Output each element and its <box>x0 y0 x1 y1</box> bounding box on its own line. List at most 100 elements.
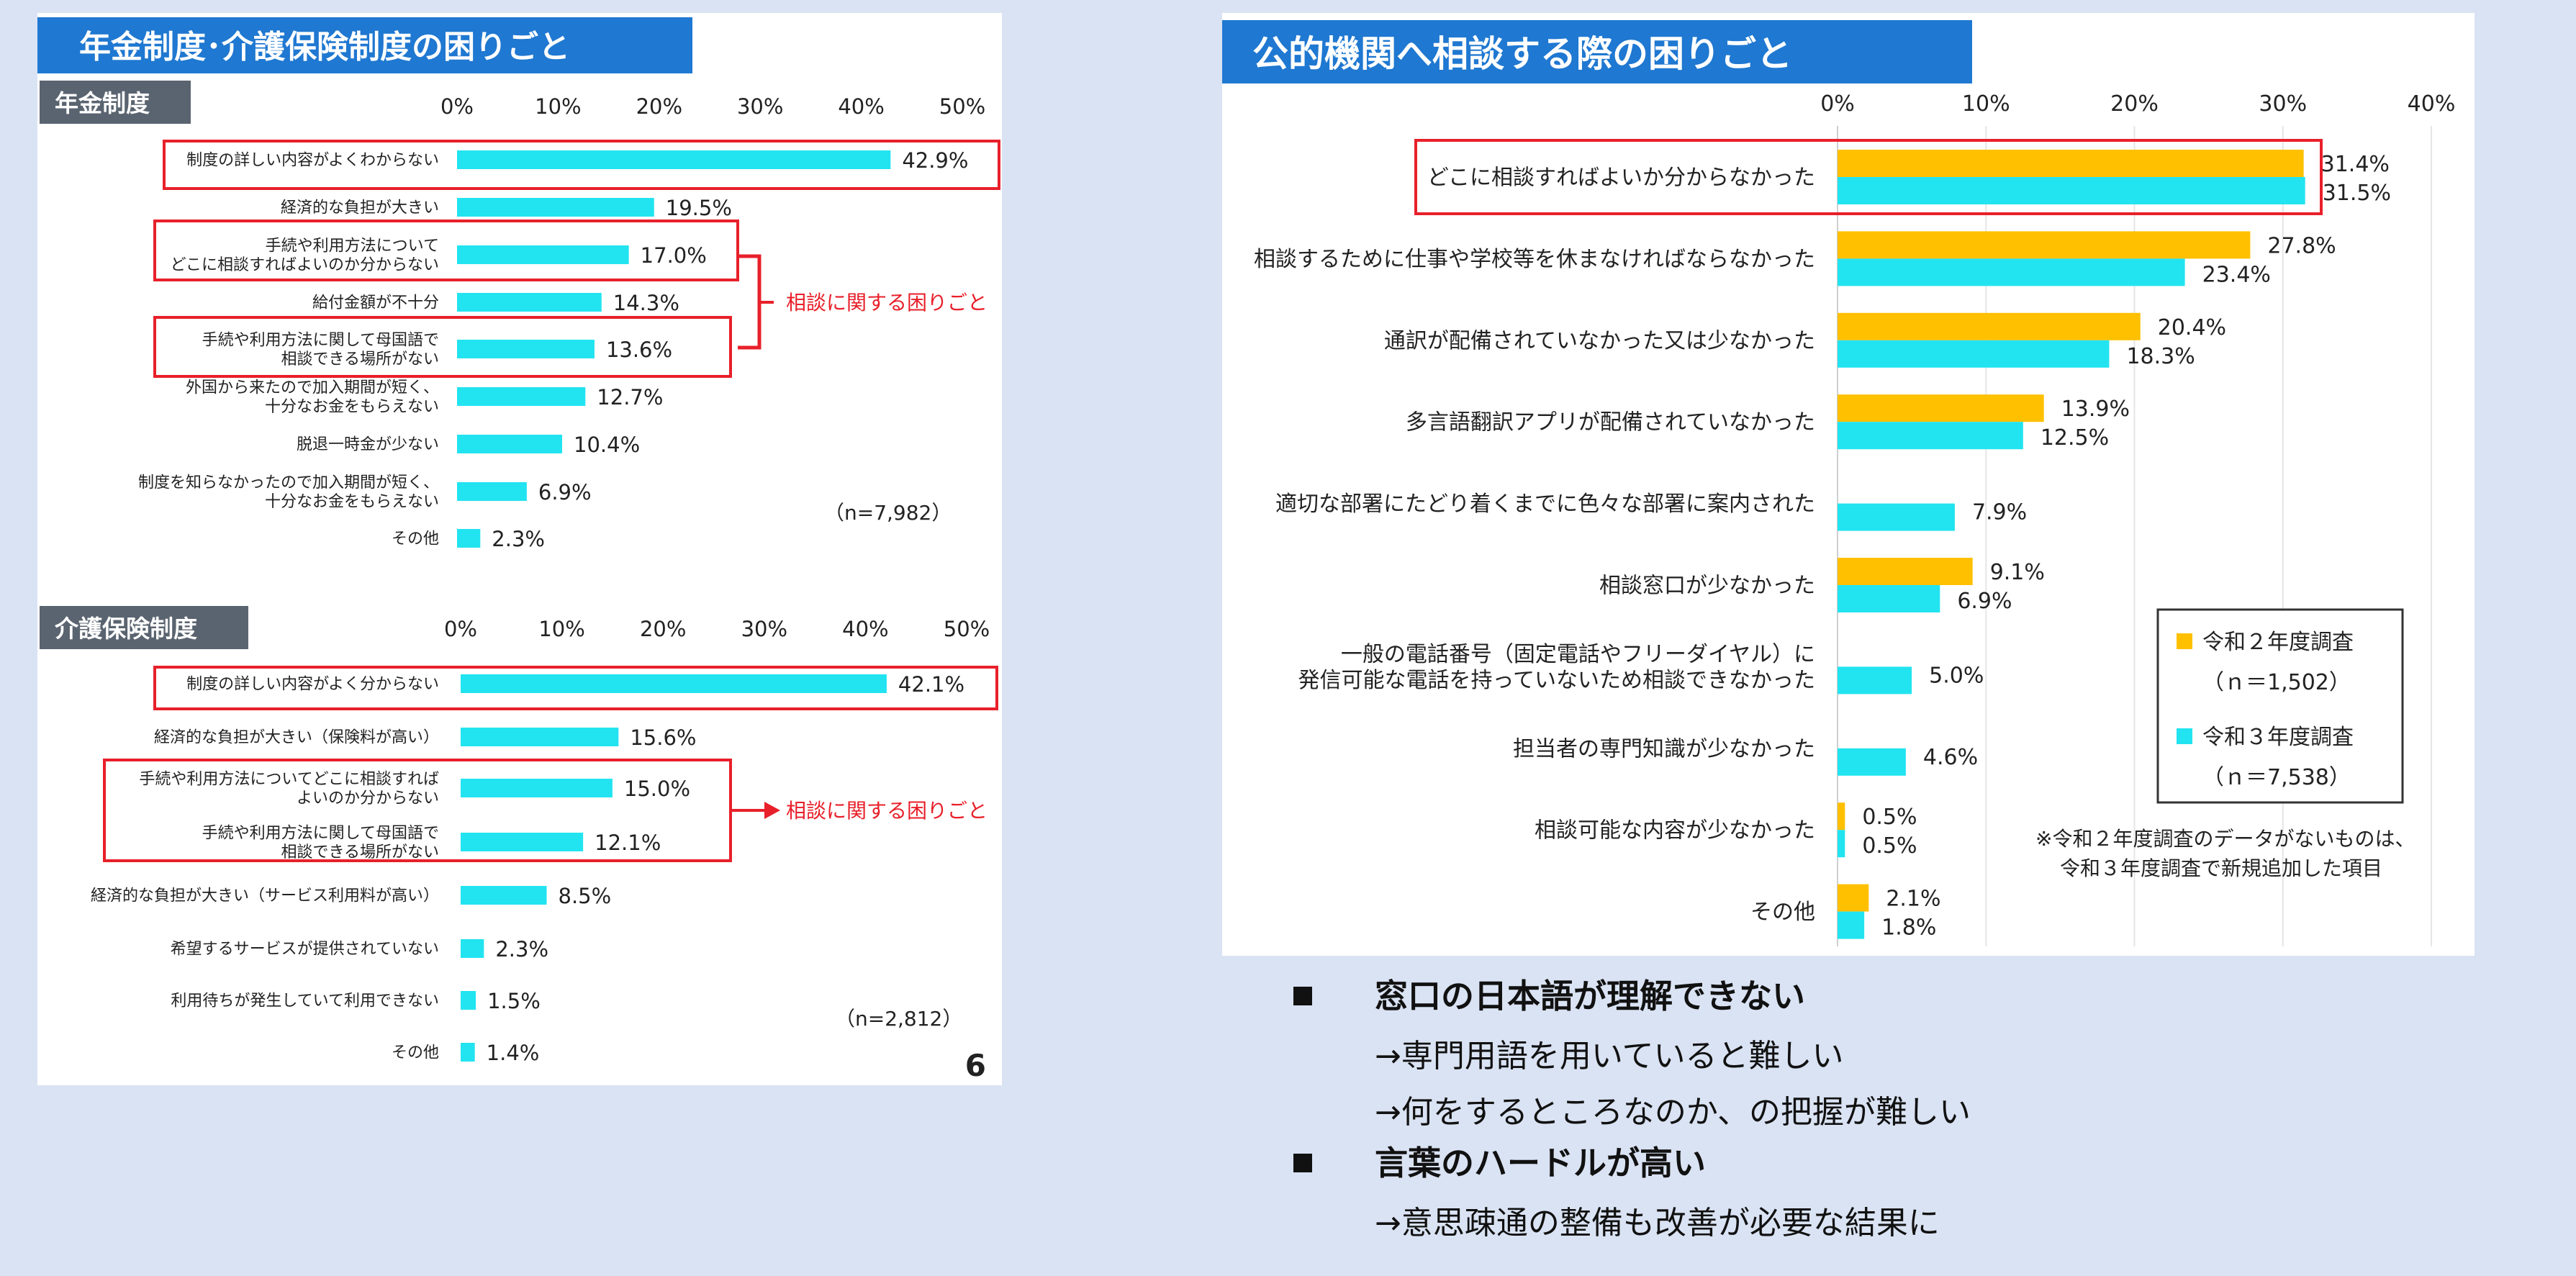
value-label-r2: 27.8% <box>2267 233 2336 258</box>
pension-callout-text: 相談に関する困りごと <box>786 291 988 315</box>
square-bullet-icon <box>1293 1154 1312 1172</box>
category-label: 手続や利用方法に関して母国語で相談できる場所がない <box>202 825 439 861</box>
care-callout-text: 相談に関する困りごと <box>786 799 988 823</box>
x-tick-label: 30% <box>737 94 783 119</box>
category-label: 外国から来たので加入期間が短く、十分なお金をもらえない <box>186 379 439 416</box>
bar <box>461 886 547 905</box>
category-label: 経済的な負担が大きい <box>281 199 439 217</box>
category-label: 相談可能な内容が少なかった <box>1535 818 1815 843</box>
legend-label-r2: 令和２年度調査 <box>2202 630 2354 655</box>
value-label: 12.7% <box>597 385 663 410</box>
bar-r3 <box>1838 666 1912 694</box>
x-tick-label: 10% <box>1962 91 2010 117</box>
bar-r3 <box>1838 177 2305 204</box>
x-tick-label: 50% <box>944 617 990 641</box>
left-panel: 年金制度･介護保険制度の困りごと 年金制度 0% 10% 20% 30% 40% 50% 制… <box>37 13 1002 1085</box>
right-panel: 公的機関へ相談する際の困りごと 0% 10% 20% 30% 40% どこに相談すればよい… <box>1222 13 2475 956</box>
bar <box>461 674 887 693</box>
right-title-bar <box>1222 20 1972 83</box>
bar <box>457 293 602 312</box>
care-subtitle-bar <box>40 606 248 649</box>
x-tick-label: 20% <box>636 94 682 119</box>
legend-swatch-r3 <box>2177 728 2192 744</box>
bar-r2 <box>1838 312 2141 340</box>
value-label-r3: 5.0% <box>1929 663 1984 688</box>
value-label-r2: 20.4% <box>2158 315 2226 340</box>
value-label-r3: 0.5% <box>1862 833 1917 859</box>
category-label: 希望するサービスが提供されていない <box>171 941 439 959</box>
value-label: 1.4% <box>487 1041 540 1065</box>
bar-r2 <box>1838 802 1845 831</box>
care-callout-arrow-head <box>764 802 780 819</box>
value-label-r2: 13.9% <box>2061 397 2130 422</box>
category-label: 手続や利用方法についてどこに相談すればよいのか分からない <box>171 237 439 274</box>
value-label: 2.3% <box>492 527 545 551</box>
left-panel-title: 年金制度･介護保険制度の困りごと <box>79 29 570 65</box>
bar-r3 <box>1838 911 1865 939</box>
bar <box>461 779 613 797</box>
pension-subtitle: 年金制度 <box>55 89 150 117</box>
value-label-r2: 9.1% <box>1990 560 2045 585</box>
category-label: その他 <box>1750 900 1815 925</box>
bullet-section: 窓口の日本語が理解できない →専門用語を用いていると難しい →何をするところなの… <box>1293 977 1971 1241</box>
note-line-1: ※令和２年度調査のデータがないものは、 <box>2035 827 2415 851</box>
bullet-2-heading: 言葉のハードルが高い <box>1375 1144 1706 1182</box>
bullet-1-line-1: →専門用語を用いていると難しい <box>1375 1038 1844 1074</box>
bar <box>457 150 891 169</box>
category-label: 利用待ちが発生していて利用できない <box>171 992 439 1010</box>
x-tick-label: 0% <box>444 617 477 641</box>
bar <box>457 529 481 548</box>
category-label: 通訳が配備されていなかった又は少なかった <box>1384 328 1815 353</box>
x-tick-label: 40% <box>842 617 888 641</box>
bar <box>457 387 586 406</box>
value-label-r3: 31.5% <box>2323 181 2391 206</box>
category-label: 担当者の専門知識が少なかった <box>1513 736 1815 761</box>
x-tick-label: 10% <box>538 617 584 641</box>
category-label: 制度の詳しい内容がよくわからない <box>186 152 439 170</box>
n-label: （n=2,812） <box>835 1007 962 1031</box>
bar <box>457 245 629 264</box>
value-label-r3: 6.9% <box>1957 589 2012 614</box>
left-panel-background <box>37 13 1002 1085</box>
bullet-1-heading: 窓口の日本語が理解できない <box>1375 977 1805 1015</box>
care-chart: 0% 10% 20% 30% 40% 50% 制度の詳しい内容がよく分からない 42.1% 経済… <box>91 617 990 1065</box>
category-label: 給付金額が不十分 <box>312 294 439 312</box>
bar-r2 <box>1838 231 2251 259</box>
right-panel-title: 公的機関へ相談する際の困りごと <box>1252 33 1792 75</box>
value-label: 14.3% <box>613 291 679 315</box>
bar <box>461 939 484 958</box>
bar <box>457 340 595 358</box>
value-label: 15.6% <box>630 725 696 750</box>
n-label: （n=7,982） <box>824 501 952 525</box>
value-label-r3: 7.9% <box>1972 500 2027 525</box>
bar <box>461 833 584 851</box>
value-label: 42.9% <box>902 148 968 173</box>
legend-n-r2: （ｎ＝1,502） <box>2202 670 2351 695</box>
value-label-r2: 31.4% <box>2321 152 2390 177</box>
value-label: 8.5% <box>559 884 612 908</box>
value-label: 42.1% <box>898 672 964 697</box>
value-label: 12.1% <box>595 831 661 855</box>
category-label: 多言語翻訳アプリが配備されていなかった <box>1406 410 1815 435</box>
x-tick-label: 30% <box>741 617 787 641</box>
value-label: 17.0% <box>641 243 707 268</box>
legend-swatch-r2 <box>2177 633 2192 649</box>
value-label-r2: 0.5% <box>1862 805 1917 830</box>
x-tick-label: 0% <box>1820 91 1855 117</box>
bar-r3 <box>1838 830 1845 858</box>
value-label: 1.5% <box>487 989 541 1013</box>
bar <box>457 435 563 453</box>
value-label-r3: 1.8% <box>1881 915 1936 941</box>
category-label: 経済的な負担が大きい（サービス利用料が高い） <box>91 887 439 905</box>
bar <box>457 482 527 501</box>
x-tick-label: 10% <box>535 94 581 119</box>
bar <box>461 991 476 1010</box>
x-tick-label: 20% <box>640 617 686 641</box>
care-highlight-box-1 <box>153 666 998 710</box>
pension-chart: 0% 10% 20% 30% 40% 50% 制度の詳しい内容がよくわからない 42.9% 経済… <box>138 94 985 551</box>
bar-r3 <box>1838 340 2110 368</box>
category-label: 一般の電話番号（固定電話やフリーダイヤル）に発信可能な電話を持っていないため相談… <box>1298 642 1816 693</box>
note-line-2: 令和３年度調査で新規追加した項目 <box>2060 856 2382 880</box>
value-label: 10.4% <box>574 433 640 457</box>
